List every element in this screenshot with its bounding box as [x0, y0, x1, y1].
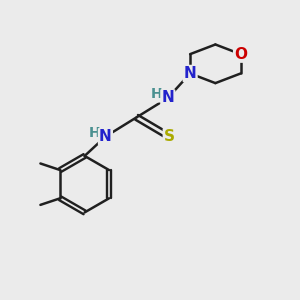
Text: N: N: [161, 91, 174, 106]
Text: O: O: [234, 46, 247, 62]
Text: H: H: [88, 126, 100, 140]
Text: H: H: [151, 87, 162, 101]
Text: N: N: [184, 66, 196, 81]
Text: N: N: [99, 129, 112, 144]
Text: S: S: [164, 129, 175, 144]
